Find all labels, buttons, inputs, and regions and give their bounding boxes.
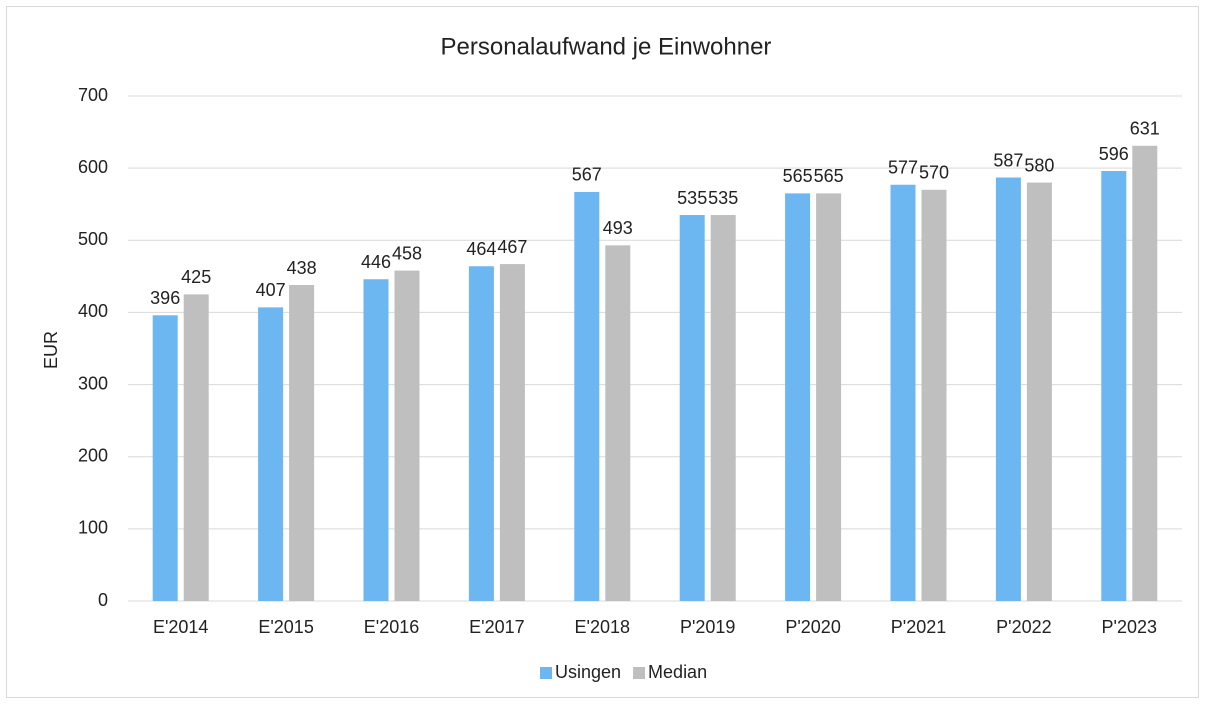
data-label: 631: [1130, 119, 1160, 139]
bar: [394, 270, 420, 601]
x-tick-label: E'2018: [575, 617, 631, 637]
data-label: 464: [466, 239, 496, 259]
data-label: 567: [572, 165, 602, 185]
bar: [258, 307, 284, 601]
data-label: 467: [497, 237, 527, 257]
x-tick-label: E'2014: [153, 617, 209, 637]
bar: [605, 245, 631, 602]
bar: [890, 184, 916, 601]
data-label: 570: [919, 163, 949, 183]
y-tick-label: 600: [78, 157, 108, 177]
bar: [468, 266, 494, 601]
y-tick-label: 0: [98, 590, 108, 610]
y-tick-label: 200: [78, 445, 108, 465]
x-tick-label: P'2020: [785, 617, 841, 637]
legend-swatch: [633, 667, 646, 679]
x-tick-label: E'2016: [364, 617, 420, 637]
bar: [183, 294, 209, 601]
data-label: 396: [150, 288, 180, 308]
legend-swatch: [540, 667, 552, 679]
data-label: 535: [677, 188, 707, 208]
data-label: 446: [361, 252, 391, 272]
bar: [363, 279, 389, 601]
y-tick-label: 700: [78, 85, 108, 105]
data-label: 577: [888, 157, 918, 177]
data-label: 438: [287, 258, 317, 278]
bar: [679, 215, 705, 602]
y-tick-label: 500: [78, 229, 108, 249]
chart-title: Personalaufwand je Einwohner: [441, 33, 772, 60]
data-label: 580: [1024, 155, 1054, 175]
y-tick-label: 100: [78, 518, 108, 538]
x-tick-label: E'2015: [258, 617, 314, 637]
data-label: 407: [256, 280, 286, 300]
data-label: 596: [1099, 144, 1129, 164]
data-label: 587: [993, 150, 1023, 170]
bar: [499, 264, 525, 601]
bar: [995, 177, 1021, 601]
data-label: 425: [181, 267, 211, 287]
bar: [1101, 171, 1127, 601]
bar: [1026, 182, 1052, 602]
bar: [710, 215, 736, 602]
legend-label: Usingen: [555, 662, 621, 682]
data-label: 493: [603, 218, 633, 238]
bar: [152, 315, 178, 601]
y-axis-label: EUR: [41, 331, 61, 369]
bar: [785, 193, 811, 601]
x-tick-label: P'2022: [996, 617, 1052, 637]
y-tick-label: 300: [78, 373, 108, 393]
x-tick-label: P'2019: [680, 617, 736, 637]
x-tick-label: P'2023: [1102, 617, 1158, 637]
x-tick-label: P'2021: [891, 617, 947, 637]
legend-label: Median: [648, 662, 707, 682]
bar: [816, 193, 842, 601]
bar: [921, 189, 947, 602]
data-label: 535: [708, 188, 738, 208]
x-tick-label: E'2017: [469, 617, 525, 637]
data-label: 565: [783, 166, 813, 186]
bar: [289, 285, 315, 601]
bar: [574, 191, 600, 601]
data-label: 458: [392, 243, 422, 263]
bar: [1132, 145, 1158, 601]
y-tick-label: 400: [78, 301, 108, 321]
data-label: 565: [814, 166, 844, 186]
